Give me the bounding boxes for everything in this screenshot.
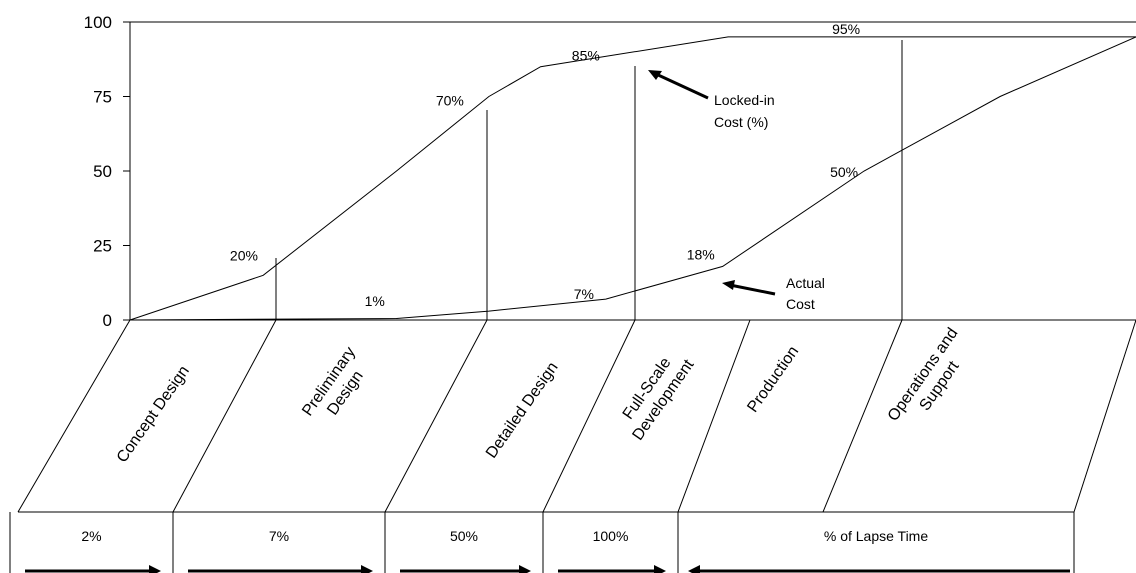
data-label: 1% — [365, 293, 385, 309]
locked-in-arrowhead — [648, 70, 662, 80]
y-tick-label: 100 — [84, 13, 112, 32]
phase-separator — [172, 319, 277, 513]
phase-label: Concept Design — [114, 363, 193, 466]
data-label: 95% — [832, 21, 860, 37]
actual-cost-label: Cost — [786, 296, 815, 312]
actual-cost-arrow — [729, 283, 776, 296]
actual-cost-arrowhead — [722, 280, 735, 290]
data-label: 7% — [574, 286, 594, 302]
lapse-arrowhead — [654, 565, 666, 573]
actual-cost-line — [129, 36, 1136, 321]
phase-separator — [677, 319, 751, 513]
lapse-cell-label: 2% — [81, 528, 101, 544]
y-tick-label: 75 — [93, 88, 112, 107]
y-tick-label: 50 — [93, 162, 112, 181]
axes — [129, 21, 1136, 321]
locked-in-label: Cost (%) — [714, 114, 768, 130]
lapse-arrowhead — [519, 565, 531, 573]
phase-separator — [822, 319, 903, 513]
data-label: 18% — [687, 246, 715, 262]
data-label: 70% — [436, 92, 464, 108]
phase-label: Detailed Design — [483, 359, 562, 461]
lapse-arrowhead — [149, 565, 161, 573]
data-labels: 20% 70% 85% 95% 1% 7% 18% 50% — [230, 21, 860, 309]
y-tick-label: 0 — [103, 311, 112, 330]
locked-in-label: Locked-in — [714, 92, 775, 108]
phase-separator — [384, 319, 488, 513]
phase-separator — [17, 319, 131, 513]
phase-separator — [542, 319, 636, 513]
lapse-cell-label: 7% — [269, 528, 289, 544]
phase-dividers — [275, 40, 903, 320]
data-label: 50% — [830, 164, 858, 180]
series-lines — [129, 36, 1136, 321]
phase-label: Production — [744, 343, 802, 415]
data-label: 85% — [572, 48, 600, 64]
y-tick-label: 25 — [93, 237, 112, 256]
locked-in-arrow — [655, 72, 709, 100]
lapse-cell-label: 100% — [593, 528, 629, 544]
lapse-time-label: % of Lapse Time — [824, 528, 928, 544]
annotations: Locked-in Cost (%) Actual Cost — [648, 70, 825, 312]
lapse-back-arrowhead — [688, 565, 700, 573]
lapse-arrowhead — [361, 565, 373, 573]
locked-in-cost-line — [129, 36, 1136, 321]
lapse-time-band: 2% 7% 50% 100% % of Lapse Time — [9, 512, 1075, 573]
data-label: 20% — [230, 247, 258, 263]
phase-separator — [1073, 319, 1136, 513]
y-tick-labels: 0 25 50 75 100 — [84, 13, 130, 330]
actual-cost-label: Actual — [786, 275, 825, 291]
lapse-cell-label: 50% — [450, 528, 478, 544]
